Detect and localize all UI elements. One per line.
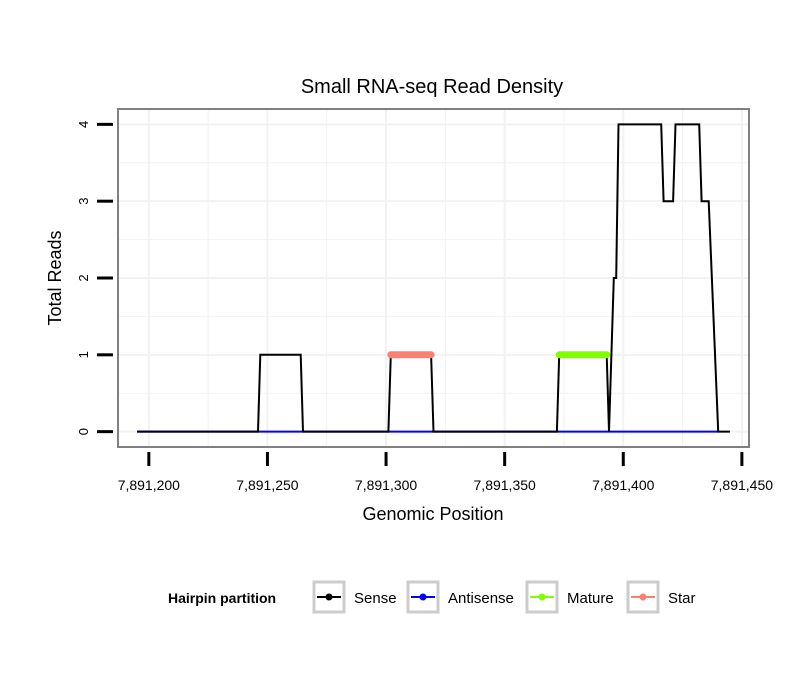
- y-tick-label: 1: [76, 351, 91, 358]
- legend-label: Star: [668, 590, 696, 607]
- y-axis-title: Total Reads: [45, 230, 65, 325]
- x-axis-title: Genomic Position: [362, 504, 503, 524]
- legend-key-point: [325, 593, 333, 601]
- y-tick-label: 4: [76, 121, 91, 128]
- grid-layer: [119, 110, 748, 446]
- legend-item-antisense: Antisense: [406, 580, 514, 614]
- x-axis: 7,891,200 7,891,250 7,891,300 7,891,350 7,89…: [118, 452, 773, 493]
- legend-key-point: [419, 593, 427, 601]
- legend-label: Mature: [567, 590, 614, 607]
- legend-item-star: Star: [626, 580, 696, 614]
- x-tick-label: 7,891,450: [711, 477, 773, 493]
- series-layer: [137, 123, 730, 433]
- legend-item-sense: Sense: [312, 580, 397, 614]
- legend-label: Antisense: [448, 590, 514, 607]
- x-tick-label: 7,891,300: [355, 477, 417, 493]
- y-tick-label: 2: [76, 274, 91, 281]
- legend-label: Sense: [354, 590, 397, 607]
- legend-key-point: [538, 593, 546, 601]
- x-tick-label: 7,891,250: [236, 477, 298, 493]
- y-tick-label: 3: [76, 198, 91, 205]
- series-sense-line: [137, 123, 730, 433]
- y-tick-label: 0: [76, 428, 91, 435]
- y-axis: 0 1 2 3 4: [76, 121, 113, 435]
- x-tick-label: 7,891,200: [118, 477, 180, 493]
- legend: Hairpin partition Sense Antisense Mature St…: [168, 580, 696, 614]
- x-tick-label: 7,891,350: [474, 477, 536, 493]
- legend-item-mature: Mature: [525, 580, 614, 614]
- x-tick-label: 7,891,400: [592, 477, 654, 493]
- legend-title: Hairpin partition: [168, 590, 276, 606]
- legend-key-point: [639, 593, 647, 601]
- chart-title: Small RNA-seq Read Density: [301, 76, 563, 98]
